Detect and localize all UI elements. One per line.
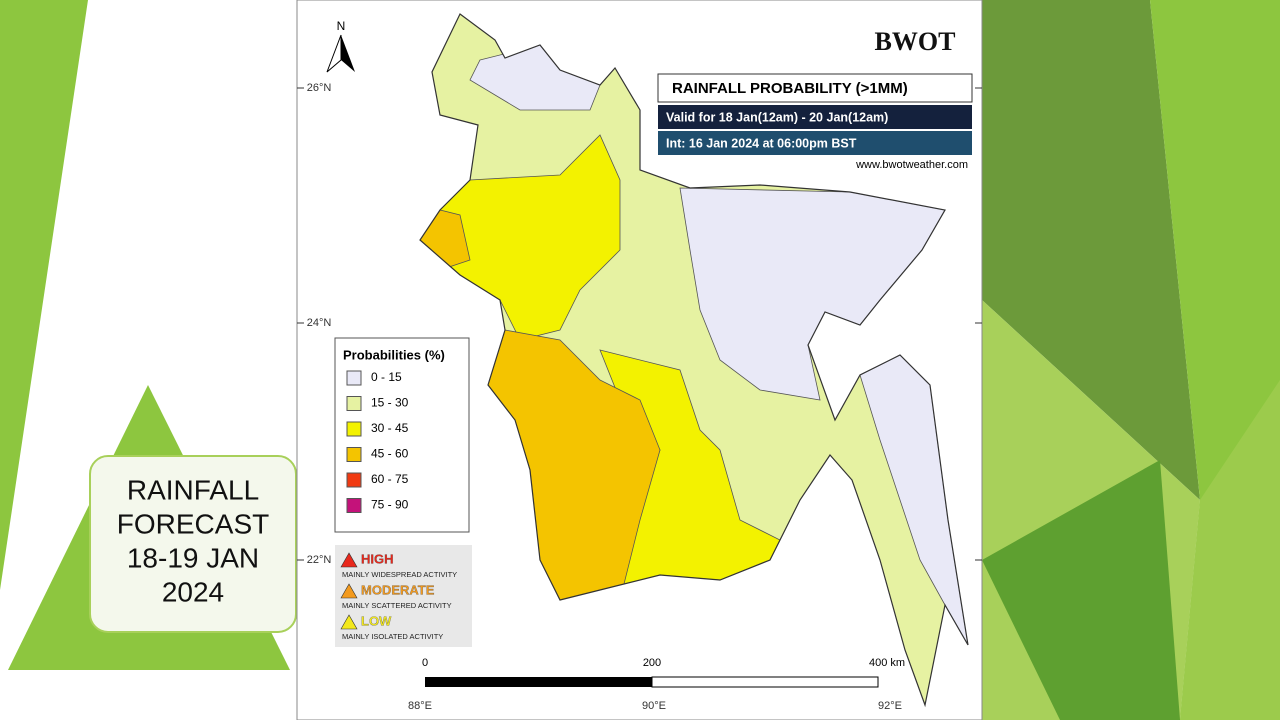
- legend-label: 60 - 75: [371, 472, 409, 486]
- title-line: RAINFALL: [127, 474, 259, 505]
- init-text: Int: 16 Jan 2024 at 06:00pm BST: [666, 136, 857, 150]
- legend-label: 0 - 15: [371, 370, 402, 384]
- legend-swatch: [346, 447, 362, 462]
- scale-bar: [651, 676, 879, 688]
- legend-swatch: [346, 396, 362, 411]
- legend-label: 45 - 60: [371, 447, 409, 461]
- decor: [1180, 380, 1280, 720]
- website: www.bwotweather.com: [855, 159, 968, 171]
- alert-level: MODERATE: [361, 582, 435, 597]
- alert-desc: MAINLY WIDESPREAD ACTIVITY: [342, 570, 457, 579]
- lon-label: 88°E: [408, 700, 432, 712]
- scale-label: 200: [643, 657, 661, 669]
- legend-label: 75 - 90: [371, 498, 409, 512]
- title-line: 2024: [162, 576, 224, 607]
- alert-frame: [335, 545, 472, 647]
- valid-frame: [658, 105, 972, 129]
- alert-level: LOW: [361, 613, 392, 628]
- legend-swatch: [346, 498, 362, 513]
- legend-swatch: [346, 421, 362, 437]
- title-line: FORECAST: [117, 508, 269, 539]
- valid-text: Valid for 18 Jan(12am) - 20 Jan(12am): [666, 110, 888, 124]
- north-label: N: [337, 19, 346, 33]
- legend-title: Probabilities (%): [343, 347, 445, 362]
- alert-icon: [340, 614, 358, 630]
- lat-label: 22°N: [307, 554, 332, 566]
- lon-label: 90°E: [642, 700, 666, 712]
- title-line: 18-19 JAN: [127, 542, 259, 573]
- decor: [982, 460, 1180, 720]
- alert-icon: [340, 552, 358, 568]
- country-outline: [419, 13, 969, 708]
- legend-label: 30 - 45: [371, 421, 409, 435]
- init-frame: [658, 131, 972, 155]
- scale-label: 400 km: [869, 657, 905, 669]
- scale-bar: [425, 677, 652, 687]
- decor: [0, 0, 88, 590]
- lat-label: 26°N: [307, 82, 332, 94]
- alert-icon: [340, 583, 358, 599]
- legend-swatch: [346, 472, 362, 488]
- alert-desc: MAINLY ISOLATED ACTIVITY: [342, 632, 443, 641]
- map-title: RAINFALL PROBABILITY (>1MM): [672, 80, 908, 97]
- decor: [982, 0, 1200, 500]
- lat-label: 24°N: [307, 317, 332, 329]
- alert-level: HIGH: [361, 551, 394, 566]
- north-arrow: [341, 35, 355, 72]
- legend-swatch: [346, 370, 362, 386]
- title-box: [89, 455, 297, 633]
- logo: BWOT: [875, 27, 956, 56]
- title-frame: [657, 73, 973, 103]
- legend-label: 15 - 30: [371, 396, 409, 410]
- lon-label: 92°E: [878, 700, 902, 712]
- scale-label: 0: [422, 657, 428, 669]
- alert-desc: MAINLY SCATTERED ACTIVITY: [342, 601, 452, 610]
